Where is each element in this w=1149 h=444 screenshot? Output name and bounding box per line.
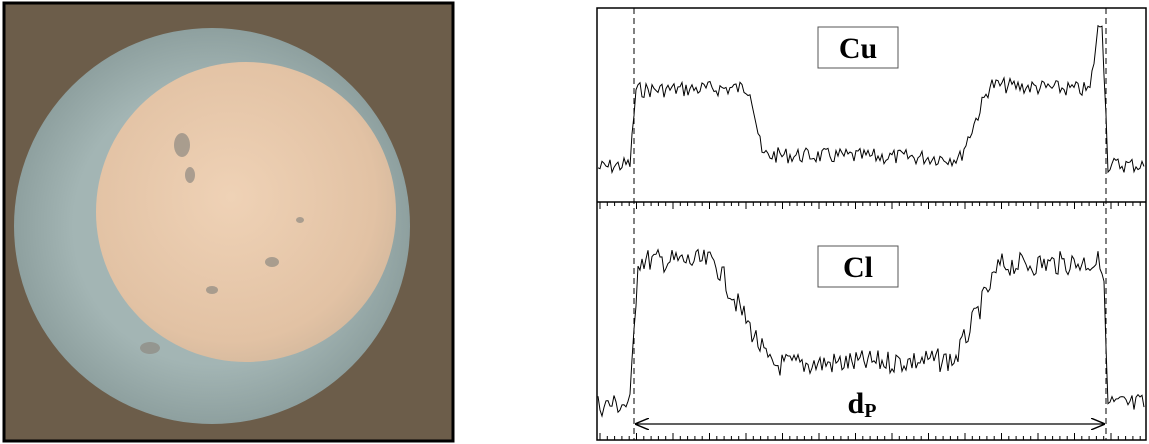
distance-subscript: P — [864, 400, 876, 422]
distance-label: dP — [848, 387, 877, 422]
figure: Cu Cl dP — [0, 0, 1149, 444]
cu-label: Cu — [839, 32, 877, 65]
cl-label: Cl — [843, 251, 873, 284]
sample-photo — [4, 3, 453, 441]
distance-symbol: d — [848, 387, 865, 420]
line-scan-panel: Cu Cl dP — [597, 8, 1146, 440]
page: Cu Cl dP (() => { const data = JSON.pars… — [0, 0, 1149, 444]
